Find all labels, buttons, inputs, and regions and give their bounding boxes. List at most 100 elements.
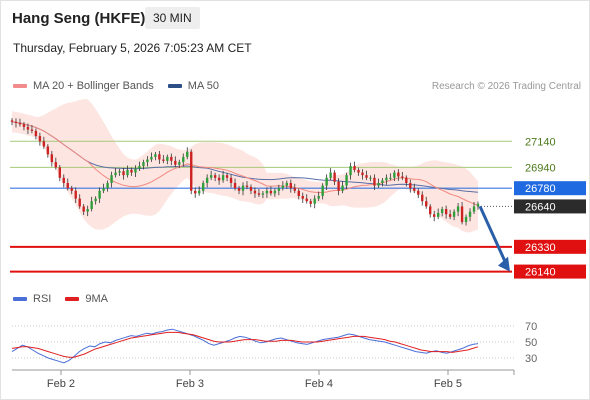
candle-body [142, 162, 145, 167]
candle [468, 208, 472, 222]
level-label-26780: 26780 [525, 183, 556, 195]
candle [237, 185, 241, 195]
candle [241, 182, 245, 196]
candle-body [58, 167, 61, 178]
candle-body [345, 175, 348, 186]
candle-body [468, 211, 472, 217]
candle [436, 208, 440, 220]
candle-body [293, 188, 296, 191]
candle [138, 161, 141, 171]
candle-body [245, 185, 249, 187]
candle [30, 125, 34, 134]
candle [62, 174, 65, 188]
candle-body [436, 212, 440, 217]
candle [174, 156, 177, 168]
instrument-title: Hang Seng (HKFE) [12, 10, 146, 27]
ma50-line [11, 121, 479, 193]
candle-body [309, 201, 312, 204]
candle-body [369, 177, 372, 179]
candle-body [253, 190, 257, 194]
candle-body [393, 172, 396, 178]
candle [305, 194, 308, 204]
candle-body [365, 175, 368, 178]
candle-body [134, 168, 137, 173]
candle-body [110, 175, 113, 183]
candle-body [217, 177, 221, 181]
candle-body [297, 190, 300, 196]
candle-body [201, 182, 205, 191]
candle [186, 147, 189, 160]
candle [269, 186, 273, 196]
candle-body [472, 206, 476, 212]
candles [10, 118, 480, 226]
candle [78, 194, 81, 209]
candle-body [90, 201, 93, 210]
candle-body [377, 182, 380, 186]
candle [198, 186, 201, 196]
trend-arrow [478, 205, 510, 272]
timeframe-badge[interactable]: 30 MIN [145, 7, 200, 29]
candle [134, 165, 137, 177]
candle-body [182, 156, 185, 163]
candle [389, 173, 392, 181]
candle [18, 118, 22, 127]
candle [349, 162, 352, 180]
candle-body [361, 172, 364, 176]
candle [42, 136, 46, 149]
candle [253, 187, 257, 198]
candle-body [225, 175, 229, 178]
candle [46, 144, 50, 158]
rsi-legend: RSI 9MA [13, 293, 122, 305]
candle [341, 181, 344, 194]
candle [126, 165, 129, 178]
candle-body [194, 190, 197, 194]
candle-body [213, 175, 217, 178]
candle-body [401, 176, 404, 178]
candle-body [265, 190, 269, 194]
candle-body [405, 177, 408, 183]
candle [277, 184, 281, 196]
candle-body [249, 186, 253, 191]
candle-body [317, 196, 320, 199]
candle [417, 188, 420, 199]
candle-body [349, 166, 352, 176]
candle-body [389, 177, 392, 179]
candle-body [329, 172, 332, 178]
candle-body [34, 130, 38, 137]
candle-body [281, 185, 285, 189]
candle [58, 164, 61, 182]
candle [22, 121, 26, 131]
legend-label-9ma: 9MA [85, 293, 108, 305]
candle-body [146, 159, 149, 163]
candle-body [257, 193, 261, 195]
candle [166, 154, 169, 165]
candle-body [150, 156, 153, 160]
candle [225, 172, 229, 182]
candle-body [30, 129, 34, 131]
level-labels: 27140 26940 26780 26640 26330 26140 [514, 136, 586, 279]
candle [233, 178, 237, 191]
chart-header: Hang Seng (HKFE) 30 MIN [0, 0, 590, 36]
candle [429, 204, 432, 218]
candle-body [174, 160, 177, 165]
rsi-tick-label: 50 [525, 337, 537, 349]
candle-body [269, 190, 273, 194]
candle [190, 149, 193, 195]
candle [444, 205, 448, 219]
candle [213, 172, 217, 182]
candle [405, 175, 408, 187]
candle-body [409, 182, 412, 189]
candle [460, 201, 464, 225]
candle [357, 167, 360, 176]
candle-body [233, 182, 237, 189]
legend-item-rsi: RSI [13, 293, 51, 305]
candle [281, 181, 285, 191]
candle-body [94, 198, 97, 202]
trend-arrow-shaft [478, 205, 508, 265]
candle-body [66, 182, 69, 189]
candle [397, 169, 400, 181]
candle-body [421, 194, 424, 202]
candle [381, 178, 384, 187]
candle [373, 174, 376, 191]
candle-body [321, 185, 324, 196]
